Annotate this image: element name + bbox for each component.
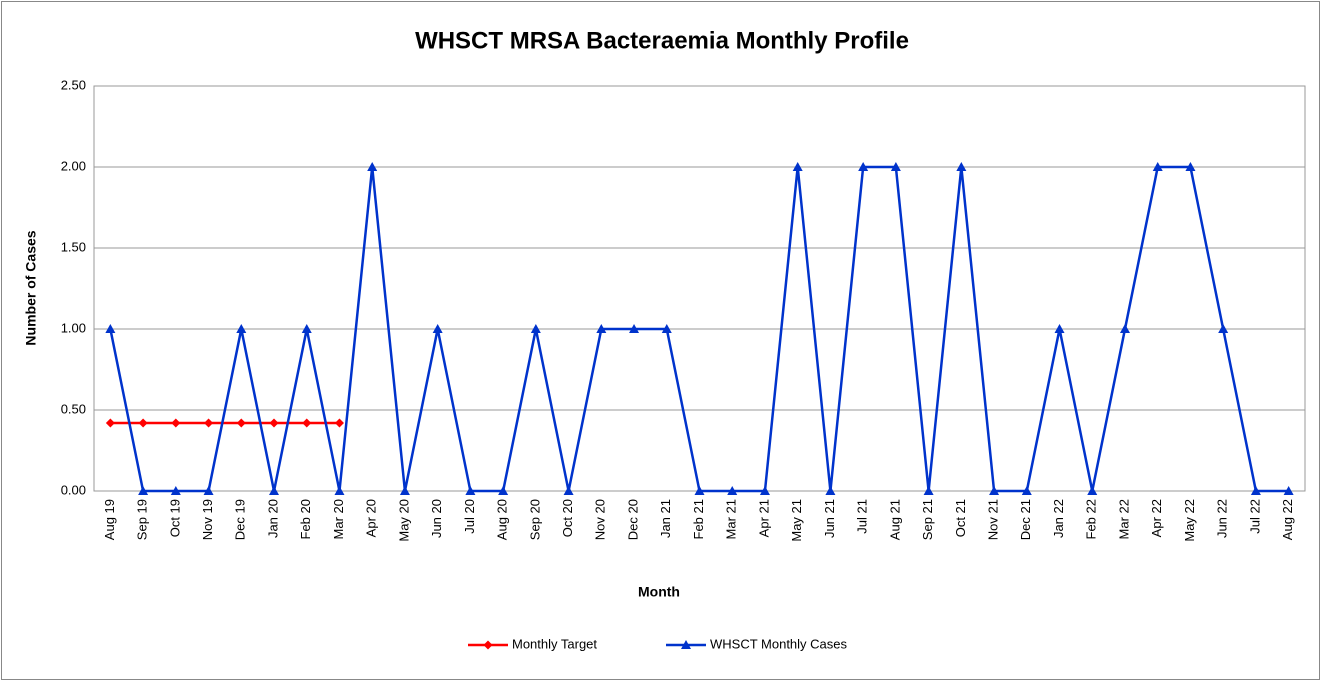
legend-marker	[681, 640, 691, 649]
y-tick-label: 0.50	[61, 401, 86, 416]
x-tick-label: Nov 20	[593, 499, 608, 540]
x-tick-label: Nov 21	[986, 499, 1001, 540]
marker	[825, 486, 836, 495]
marker	[1087, 486, 1098, 495]
x-tick-label: Aug 22	[1280, 499, 1295, 540]
y-tick-label: 2.50	[61, 77, 86, 92]
marker	[1054, 324, 1065, 333]
marker	[1021, 486, 1032, 495]
marker	[1283, 486, 1294, 495]
marker	[236, 418, 246, 428]
x-tick-label: Dec 19	[233, 499, 248, 540]
marker	[138, 418, 148, 428]
marker	[727, 486, 738, 495]
marker	[334, 418, 344, 428]
marker	[367, 162, 378, 171]
marker	[563, 486, 574, 495]
marker	[302, 418, 312, 428]
x-tick-label: Mar 22	[1116, 499, 1131, 539]
x-tick-label: Dec 21	[1018, 499, 1033, 540]
x-tick-label: Nov 19	[200, 499, 215, 540]
y-tick-label: 0.00	[61, 482, 86, 497]
x-tick-label: Sep 21	[920, 499, 935, 540]
marker	[759, 486, 770, 495]
marker	[1218, 324, 1229, 333]
x-axis-title: Month	[638, 584, 680, 600]
legend-label: Monthly Target	[512, 636, 597, 651]
marker	[204, 418, 214, 428]
x-tick-label: Sep 20	[527, 499, 542, 540]
x-tick-label: Apr 22	[1149, 499, 1164, 537]
x-tick-label: Feb 22	[1084, 499, 1099, 539]
y-tick-label: 1.50	[61, 239, 86, 254]
x-tick-label: Feb 21	[691, 499, 706, 539]
x-tick-label: May 21	[789, 499, 804, 542]
marker	[1119, 324, 1130, 333]
x-tick-label: Jun 20	[429, 499, 444, 538]
marker	[890, 162, 901, 171]
marker	[1250, 486, 1261, 495]
x-tick-label: Oct 21	[953, 499, 968, 537]
chart-title: WHSCT MRSA Bacteraemia Monthly Profile	[415, 27, 909, 54]
x-tick-label: May 20	[396, 499, 411, 542]
x-tick-label: May 22	[1182, 499, 1197, 542]
marker	[138, 486, 149, 495]
x-tick-label: Oct 20	[560, 499, 575, 537]
legend-label: WHSCT Monthly Cases	[710, 636, 848, 651]
marker	[956, 162, 967, 171]
marker	[1152, 162, 1163, 171]
marker	[432, 324, 443, 333]
x-tick-label: Jun 22	[1215, 499, 1230, 538]
x-tick-label: Jul 22	[1247, 499, 1262, 534]
legend-marker	[483, 640, 493, 650]
marker	[465, 486, 476, 495]
y-tick-label: 2.00	[61, 158, 86, 173]
marker	[858, 162, 869, 171]
y-tick-label: 1.00	[61, 320, 86, 335]
x-tick-label: Mar 20	[331, 499, 346, 539]
marker	[1185, 162, 1196, 171]
x-tick-label: Aug 20	[495, 499, 510, 540]
marker	[334, 486, 345, 495]
y-axis-title: Number of Cases	[23, 230, 39, 345]
marker	[269, 418, 279, 428]
x-tick-label: Sep 19	[135, 499, 150, 540]
x-tick-label: Jul 20	[462, 499, 477, 534]
x-tick-label: Apr 21	[756, 499, 771, 537]
x-tick-label: Mar 21	[724, 499, 739, 539]
x-tick-label: Apr 20	[364, 499, 379, 537]
x-tick-label: Jun 21	[822, 499, 837, 538]
marker	[661, 324, 672, 333]
marker	[170, 486, 181, 495]
marker	[596, 324, 607, 333]
x-tick-label: Oct 19	[167, 499, 182, 537]
x-tick-label: Jan 21	[658, 499, 673, 538]
marker	[171, 418, 181, 428]
x-tick-label: Aug 19	[102, 499, 117, 540]
x-tick-label: Dec 20	[625, 499, 640, 540]
marker	[792, 162, 803, 171]
x-tick-label: Jan 22	[1051, 499, 1066, 538]
x-tick-label: Jan 20	[265, 499, 280, 538]
marker	[269, 486, 280, 495]
marker	[530, 324, 541, 333]
marker	[399, 486, 410, 495]
marker	[694, 486, 705, 495]
marker	[989, 486, 1000, 495]
marker	[236, 324, 247, 333]
x-tick-label: Aug 21	[887, 499, 902, 540]
marker	[301, 324, 312, 333]
marker	[203, 486, 214, 495]
marker	[498, 486, 509, 495]
marker	[923, 486, 934, 495]
marker	[629, 324, 640, 333]
x-tick-label: Feb 20	[298, 499, 313, 539]
x-tick-label: Jul 21	[855, 499, 870, 534]
marker	[105, 324, 116, 333]
marker	[105, 418, 115, 428]
